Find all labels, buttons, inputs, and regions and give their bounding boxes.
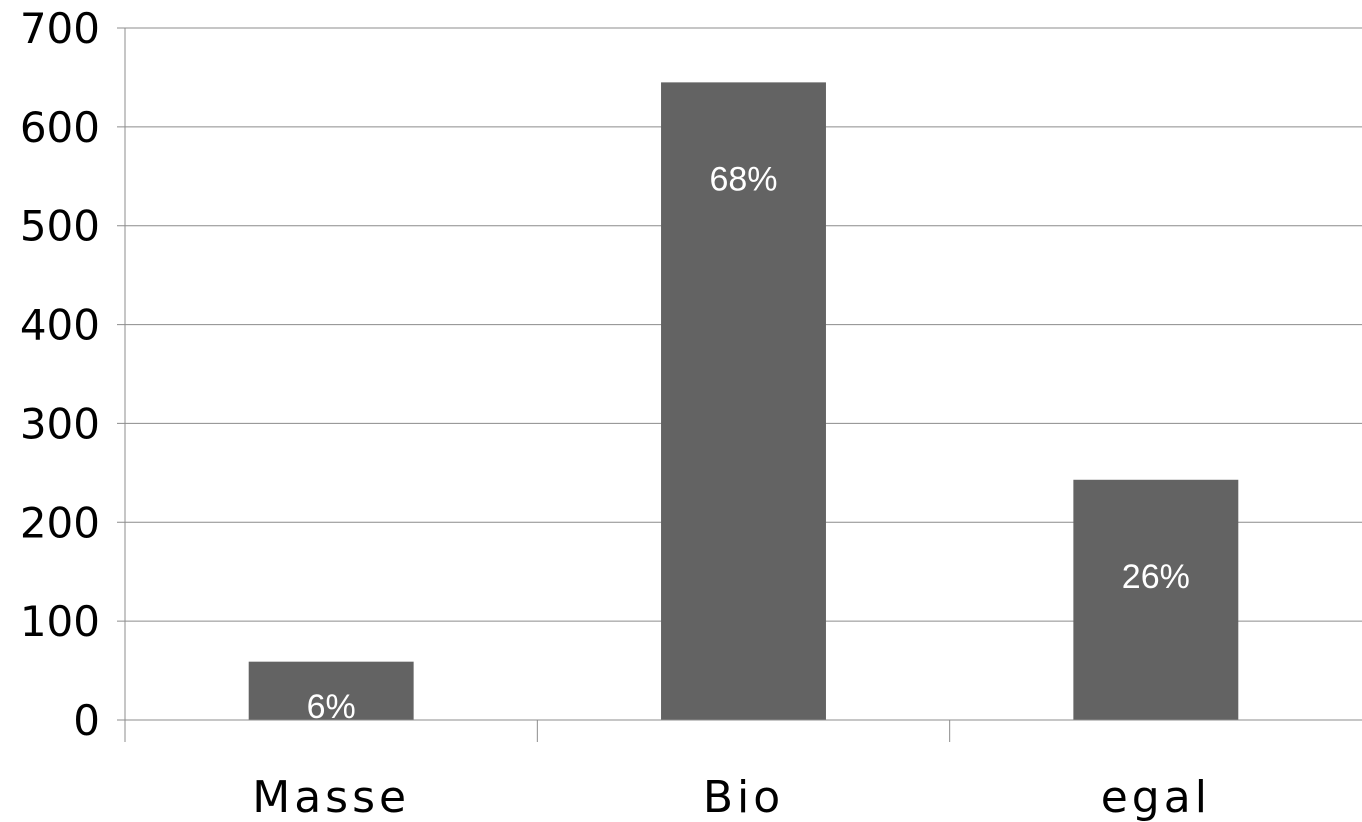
y-tick-label-0: 0	[73, 696, 100, 745]
x-category-label-masse: Masse	[252, 772, 410, 822]
y-tick-label-500: 500	[20, 202, 100, 251]
y-tick-label-400: 400	[20, 301, 100, 350]
data-labels: 6% 68% 26%	[307, 160, 1190, 726]
bar-masse	[248, 661, 414, 720]
bar-bio	[661, 82, 826, 720]
axes	[124, 28, 1362, 742]
bars	[248, 82, 1239, 720]
data-label-egal: 26%	[1122, 558, 1190, 596]
data-label-masse: 6%	[307, 688, 356, 726]
y-tick-label-600: 600	[20, 103, 100, 152]
y-tick-label-300: 300	[20, 399, 100, 448]
x-category-label-egal: egal	[1101, 772, 1211, 822]
y-tick-label-200: 200	[20, 498, 100, 547]
y-tick-label-100: 100	[20, 597, 100, 646]
x-axis-category-labels: Masse Bio egal	[252, 772, 1211, 822]
data-label-bio: 68%	[709, 160, 777, 198]
bar-egal	[1073, 479, 1239, 720]
y-tick-label-700: 700	[20, 4, 100, 53]
x-category-label-bio: Bio	[703, 772, 784, 822]
y-axis-tick-labels: 0 100 200 300 400 500 600 700	[20, 4, 100, 745]
